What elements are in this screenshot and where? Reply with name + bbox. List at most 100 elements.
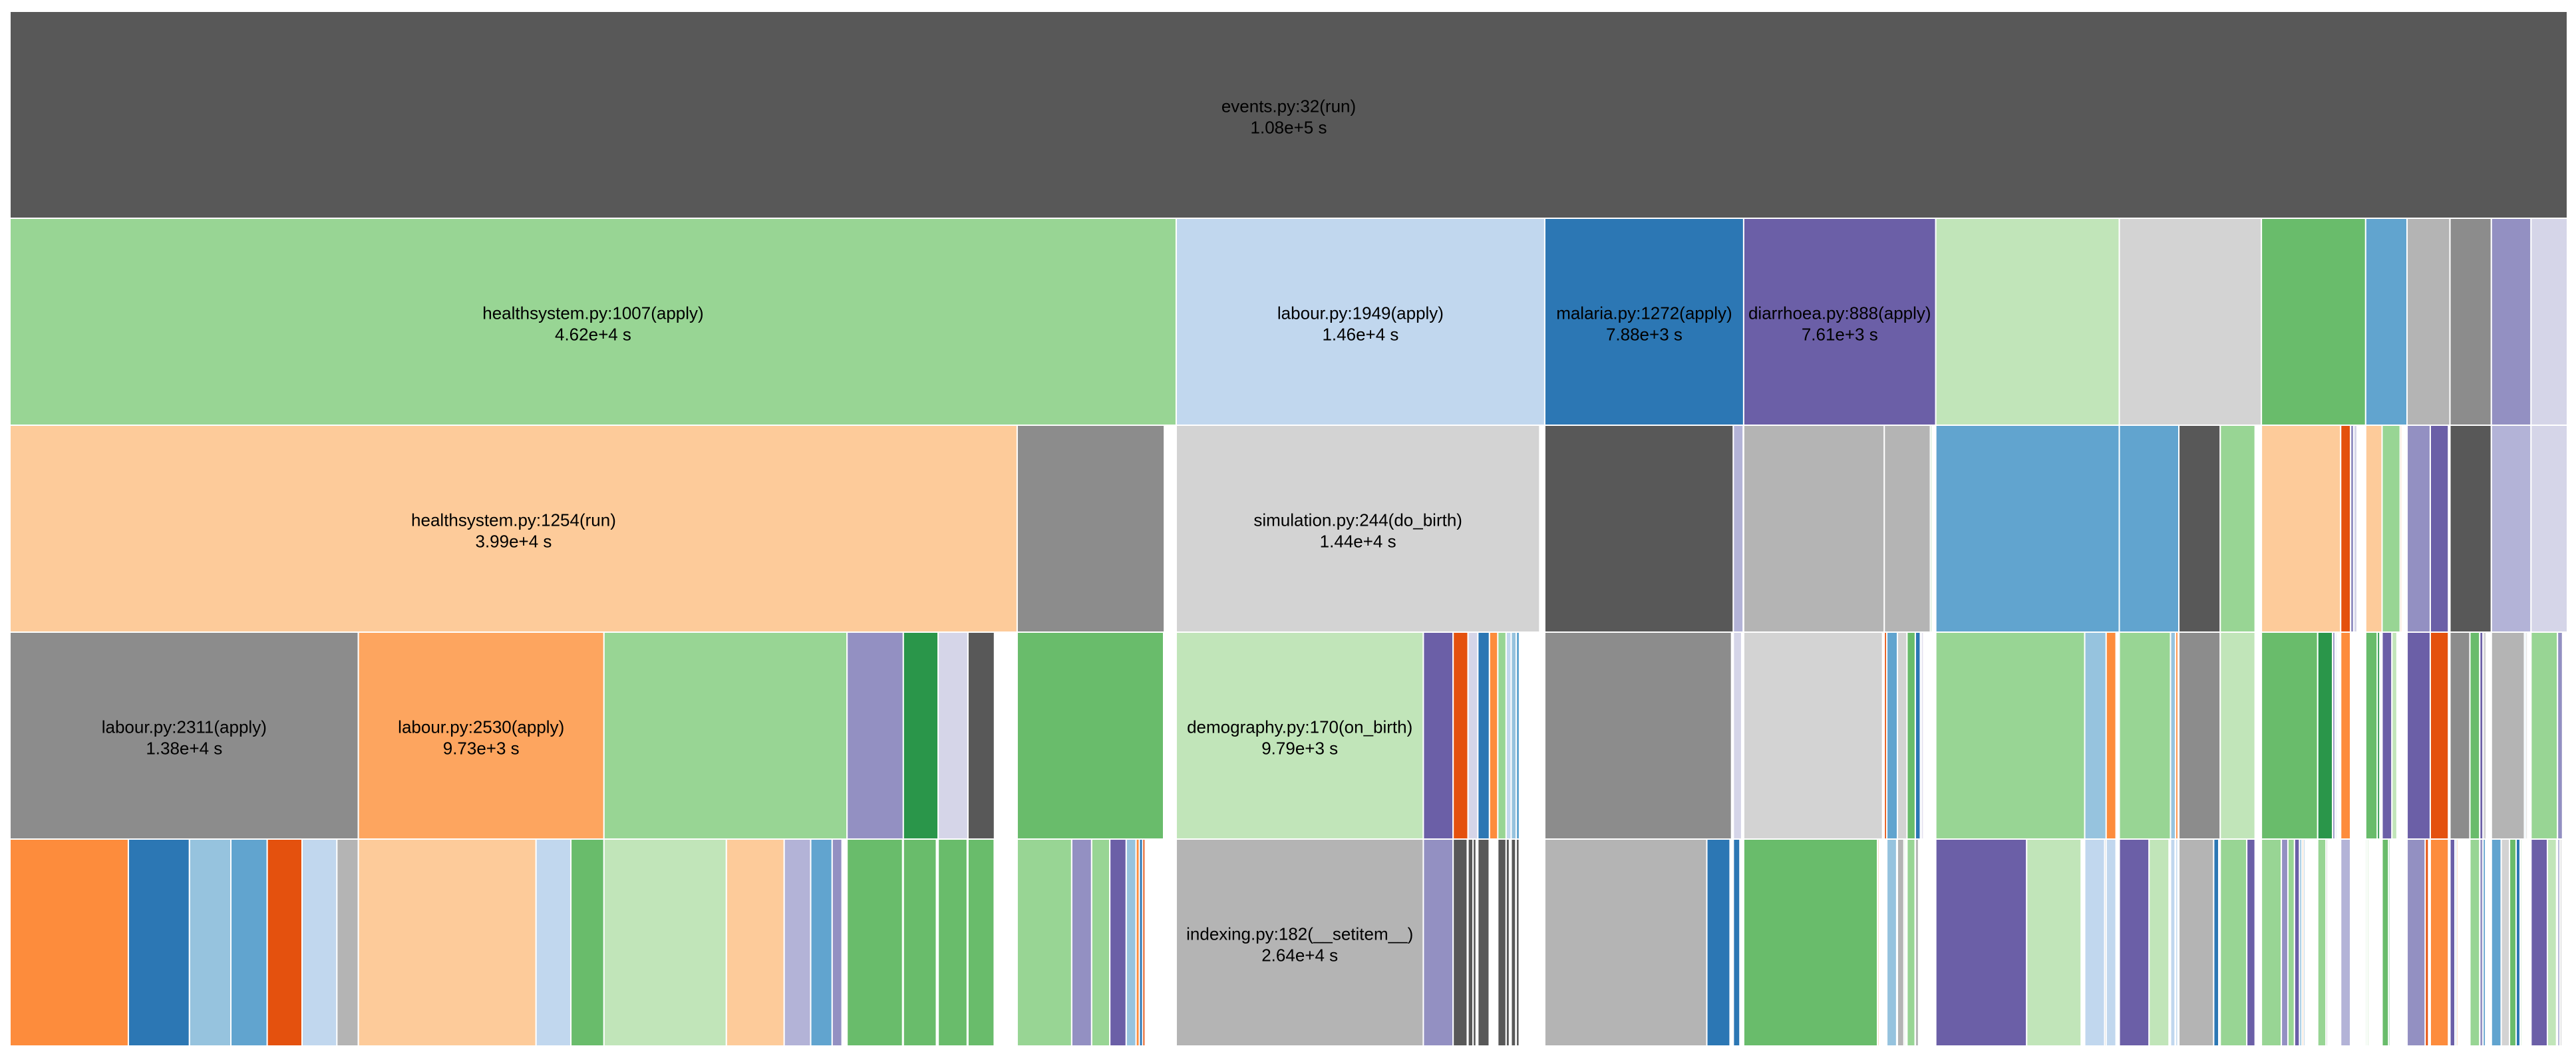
function-block-rect[interactable]: [2519, 838, 2523, 1047]
function-block-rect[interactable]: [1914, 631, 1921, 840]
function-block-unlabeled[interactable]: [603, 631, 848, 840]
function-block-rect[interactable]: [1497, 631, 1507, 840]
function-block-unlabeled[interactable]: [2449, 218, 2492, 426]
function-block-unlabeled[interactable]: [831, 838, 843, 1047]
function-block-unlabeled[interactable]: [2118, 425, 2180, 633]
function-block-rect[interactable]: [846, 631, 904, 840]
function-block-unlabeled[interactable]: [2519, 838, 2523, 1047]
function-block-unlabeled[interactable]: [2219, 631, 2256, 840]
function-block-unlabeled[interactable]: [2261, 838, 2283, 1047]
function-block-rect[interactable]: [2105, 838, 2117, 1047]
function-block-rect[interactable]: [937, 631, 969, 840]
function-block-rect[interactable]: [2293, 838, 2301, 1047]
function-block-rect[interactable]: [967, 838, 995, 1047]
function-block-unlabeled[interactable]: [1497, 631, 1507, 840]
function-block-unlabeled[interactable]: [2317, 631, 2334, 840]
function-block-rect[interactable]: [2530, 425, 2568, 633]
function-block-rect[interactable]: [2399, 425, 2403, 633]
function-block-unlabeled[interactable]: [2525, 631, 2529, 840]
function-block-rect[interactable]: [1422, 631, 1454, 840]
function-block-rect[interactable]: [902, 838, 937, 1047]
function-block-unlabeled[interactable]: [1929, 425, 1933, 633]
function-block-unlabeled[interactable]: [9, 838, 129, 1047]
function-block-rect[interactable]: [2525, 631, 2529, 840]
function-block-unlabeled[interactable]: [1935, 838, 2028, 1047]
function-block-rect[interactable]: [2118, 218, 2263, 426]
function-block-rect[interactable]: [2406, 838, 2426, 1047]
function-block-rect[interactable]: [1921, 631, 1925, 840]
function-block-unlabeled[interactable]: [846, 838, 903, 1047]
function-block-unlabeled[interactable]: [2456, 838, 2459, 1047]
function-block-unlabeled[interactable]: [2449, 838, 2456, 1047]
function-block-unlabeled[interactable]: [1467, 838, 1474, 1047]
function-block-unlabeled[interactable]: [1505, 631, 1512, 840]
function-block-unlabeled[interactable]: [2340, 425, 2352, 633]
function-block-rect[interactable]: [1732, 838, 1741, 1047]
function-block-unlabeled[interactable]: [1906, 838, 1916, 1047]
function-block-rect[interactable]: [2482, 838, 2487, 1047]
function-block-unlabeled[interactable]: [188, 838, 232, 1047]
function-block-unlabeled[interactable]: [2175, 631, 2179, 840]
function-block[interactable]: malaria.py:1272(apply)7.88e+3 s: [1543, 218, 1744, 426]
function-block-rect[interactable]: [1125, 838, 1137, 1047]
function-block-unlabeled[interactable]: [1505, 838, 1510, 1047]
function-block-unlabeled[interactable]: [1914, 838, 1919, 1047]
function-block-unlabeled[interactable]: [230, 838, 268, 1047]
function-block-unlabeled[interactable]: [336, 838, 359, 1047]
function-block[interactable]: demography.py:170(on_birth)9.79e+3 s: [1175, 631, 1424, 840]
function-block-unlabeled[interactable]: [2530, 218, 2568, 426]
function-block-unlabeled[interactable]: [301, 838, 338, 1047]
function-block-unlabeled[interactable]: [846, 631, 904, 840]
function-block-rect[interactable]: [9, 631, 359, 840]
function-block-unlabeled[interactable]: [2340, 631, 2352, 840]
function-block-rect[interactable]: [1543, 425, 1734, 633]
function-block-unlabeled[interactable]: [1422, 631, 1454, 840]
function-block-unlabeled[interactable]: [1935, 218, 2120, 426]
function-block-rect[interactable]: [2364, 425, 2383, 633]
function-block-rect[interactable]: [127, 838, 190, 1047]
function-block-unlabeled[interactable]: [2118, 218, 2263, 426]
function-block-rect[interactable]: [2557, 631, 2563, 840]
function-block-unlabeled[interactable]: [1016, 425, 1166, 633]
function-block[interactable]: indexing.py:182(__setitem__)2.64e+4 s: [1175, 838, 1424, 1047]
function-block-unlabeled[interactable]: [2261, 218, 2366, 426]
function-block-rect[interactable]: [810, 838, 833, 1047]
function-block-rect[interactable]: [1488, 631, 1499, 840]
function-block-unlabeled[interactable]: [783, 838, 812, 1047]
function-block-unlabeled[interactable]: [2170, 838, 2176, 1047]
function-block-rect[interactable]: [603, 631, 848, 840]
function-block-unlabeled[interactable]: [2303, 838, 2306, 1047]
function-block[interactable]: healthsystem.py:1007(apply)4.62e+4 s: [9, 218, 1177, 426]
function-block-rect[interactable]: [2366, 838, 2370, 1047]
function-block-rect[interactable]: [2456, 838, 2459, 1047]
function-block-rect[interactable]: [9, 218, 1177, 426]
function-block-rect[interactable]: [1510, 838, 1517, 1047]
function-block-unlabeled[interactable]: [1732, 838, 1741, 1047]
function-block-unlabeled[interactable]: [1935, 425, 2120, 633]
function-block-rect[interactable]: [1016, 838, 1072, 1047]
function-block-rect[interactable]: [1016, 631, 1164, 840]
function-block-rect[interactable]: [2500, 838, 2511, 1047]
function-block-unlabeled[interactable]: [2317, 838, 2327, 1047]
function-block-rect[interactable]: [1472, 838, 1477, 1047]
function-block-unlabeled[interactable]: [937, 631, 969, 840]
function-block-rect[interactable]: [1706, 838, 1731, 1047]
function-block-unlabeled[interactable]: [1516, 838, 1520, 1047]
function-block-rect[interactable]: [2547, 838, 2557, 1047]
function-block-unlabeled[interactable]: [2084, 631, 2107, 840]
function-block-rect[interactable]: [1906, 838, 1916, 1047]
function-block-rect[interactable]: [357, 838, 537, 1047]
function-block-rect[interactable]: [2340, 631, 2352, 840]
function-block-unlabeled[interactable]: [1896, 631, 1908, 840]
function-block[interactable]: labour.py:2311(apply)1.38e+4 s: [9, 631, 359, 840]
function-block-unlabeled[interactable]: [2364, 631, 2378, 840]
function-block-unlabeled[interactable]: [1510, 631, 1518, 840]
function-block-unlabeled[interactable]: [725, 838, 785, 1047]
function-block-rect[interactable]: [9, 838, 129, 1047]
function-block-rect[interactable]: [2261, 838, 2283, 1047]
function-block-unlabeled[interactable]: [1142, 838, 1146, 1047]
function-block-unlabeled[interactable]: [266, 838, 303, 1047]
function-block[interactable]: events.py:32(run)1.08e+5 s: [9, 11, 2568, 219]
function-block-rect[interactable]: [2469, 631, 2481, 840]
function-block-rect[interactable]: [1452, 631, 1469, 840]
